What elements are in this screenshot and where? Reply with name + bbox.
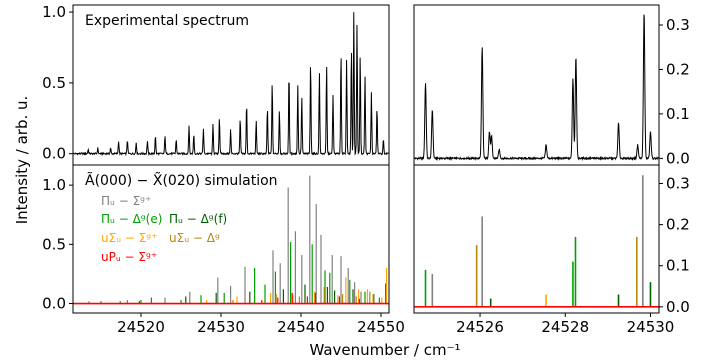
x-tick-label: 24526 bbox=[456, 318, 504, 336]
y-tick-label: 0.5 bbox=[42, 235, 66, 253]
legend-entry: Πᵤ − Δᵍ(f) bbox=[169, 212, 227, 226]
x-tick-label: 24550 bbox=[357, 318, 405, 336]
y-tick-label: 0.5 bbox=[42, 74, 66, 92]
y-axis-label: Intensity / arb. u. bbox=[13, 96, 31, 225]
x-tick-label: 24520 bbox=[117, 318, 165, 336]
legend-entry: uΣᵤ − Δᵍ bbox=[169, 231, 220, 245]
legend-entry: uPᵤ − Σᵍ⁺ bbox=[101, 250, 157, 264]
x-tick-label: 24530 bbox=[197, 318, 245, 336]
y-tick-label: 0.2 bbox=[666, 216, 690, 234]
y-tick-label: 0.0 bbox=[42, 145, 66, 163]
panel-bottom-left: 0.0 0.5 1.0 24520 24530 24540 24550 Ã(000) − X̃… bbox=[42, 164, 405, 336]
y-tick-label: 1.0 bbox=[42, 3, 66, 21]
legend-entry: uΣᵤ − Σᵍ⁺ bbox=[101, 231, 158, 245]
y-tick-label: 0.3 bbox=[666, 175, 690, 193]
y-tick-label: 0.0 bbox=[42, 295, 66, 313]
x-axis-label: Wavenumber / cm⁻¹ bbox=[309, 341, 460, 359]
y-tick-label: 0.1 bbox=[666, 257, 690, 275]
y-tick-label: 0.0 bbox=[666, 298, 690, 316]
spectrum-line bbox=[413, 14, 660, 162]
y-tick-label: 0.1 bbox=[666, 105, 690, 123]
panel-title: Ã(000) − X̃(020) simulation bbox=[85, 172, 278, 189]
x-tick-label: 24530 bbox=[627, 318, 675, 336]
panel-frame bbox=[413, 164, 660, 314]
panel-frame bbox=[413, 4, 660, 166]
x-tick-label: 24528 bbox=[541, 318, 589, 336]
panel-title: Experimental spectrum bbox=[85, 13, 249, 29]
legend-entry: Πᵤ − Σᵍ⁺ bbox=[101, 194, 151, 208]
y-tick-label: 0.2 bbox=[666, 60, 690, 78]
panel-top-right: 0.0 0.1 0.2 0.3 bbox=[413, 4, 690, 167]
y-tick-label: 0.3 bbox=[666, 16, 690, 34]
panel-bottom-right: 0.0 0.1 0.2 0.3 24526 24528 24530 bbox=[413, 164, 690, 336]
legend-entry: Πᵤ − Δᵍ(e) bbox=[101, 212, 162, 226]
panel-top-left: 0.0 0.5 1.0 Experimental spectrum bbox=[42, 3, 390, 166]
y-tick-label: 1.0 bbox=[42, 176, 66, 194]
spectrum-line bbox=[72, 12, 390, 157]
x-tick-label: 24540 bbox=[277, 318, 325, 336]
panel-frame bbox=[72, 164, 390, 314]
y-tick-label: 0.0 bbox=[666, 149, 690, 167]
